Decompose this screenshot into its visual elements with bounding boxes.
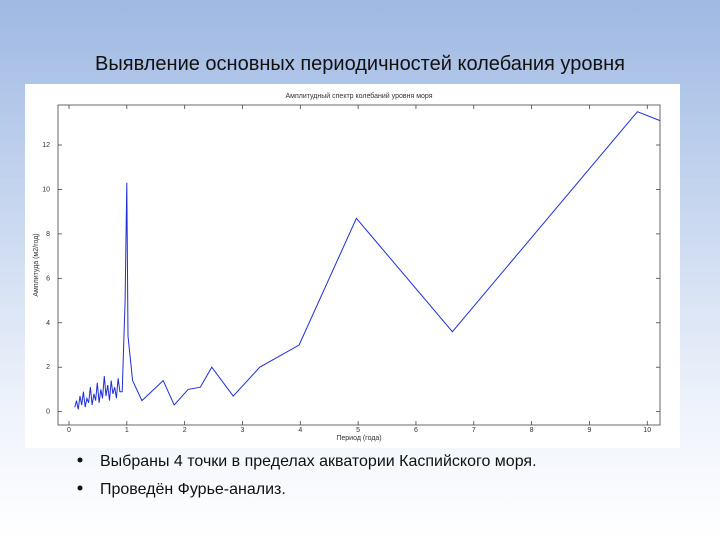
x-tick-label: 7 — [472, 427, 476, 434]
bullet-text: Проведён Фурье-анализ. — [100, 481, 286, 498]
slide-title: Выявление основных периодичностей колеба… — [95, 53, 625, 75]
y-tick-label: 12 — [42, 142, 50, 149]
x-tick-label: 4 — [298, 427, 302, 434]
x-tick-label: 6 — [414, 427, 418, 434]
x-tick-label: 1 — [125, 427, 129, 434]
bullet-dot — [77, 485, 83, 491]
bullet-dot — [77, 457, 83, 463]
y-tick-label: 2 — [46, 364, 50, 371]
y-axis-label: Амплитуда (м2/год) — [33, 233, 40, 296]
chart-panel — [25, 84, 680, 448]
x-tick-label: 5 — [356, 427, 360, 434]
y-tick-label: 10 — [42, 186, 50, 193]
x-tick-label: 0 — [67, 427, 71, 434]
y-tick-label: 8 — [46, 231, 50, 238]
x-tick-label: 2 — [183, 427, 187, 434]
y-tick-label: 0 — [46, 409, 50, 416]
chart-title: Амплитудный спектр колебаний уровня моря — [285, 92, 432, 100]
x-tick-label: 10 — [643, 427, 651, 434]
x-tick-label: 3 — [241, 427, 245, 434]
y-tick-label: 6 — [46, 275, 50, 282]
bullet-text: Выбраны 4 точки в пределах акватории Кас… — [100, 453, 537, 470]
spectrum-line — [74, 111, 661, 410]
x-tick-label: 8 — [530, 427, 534, 434]
plot-frame — [57, 104, 661, 426]
x-axis-label: Период (года) — [336, 435, 381, 442]
x-tick-label: 9 — [587, 427, 591, 434]
y-tick-label: 4 — [46, 320, 50, 327]
